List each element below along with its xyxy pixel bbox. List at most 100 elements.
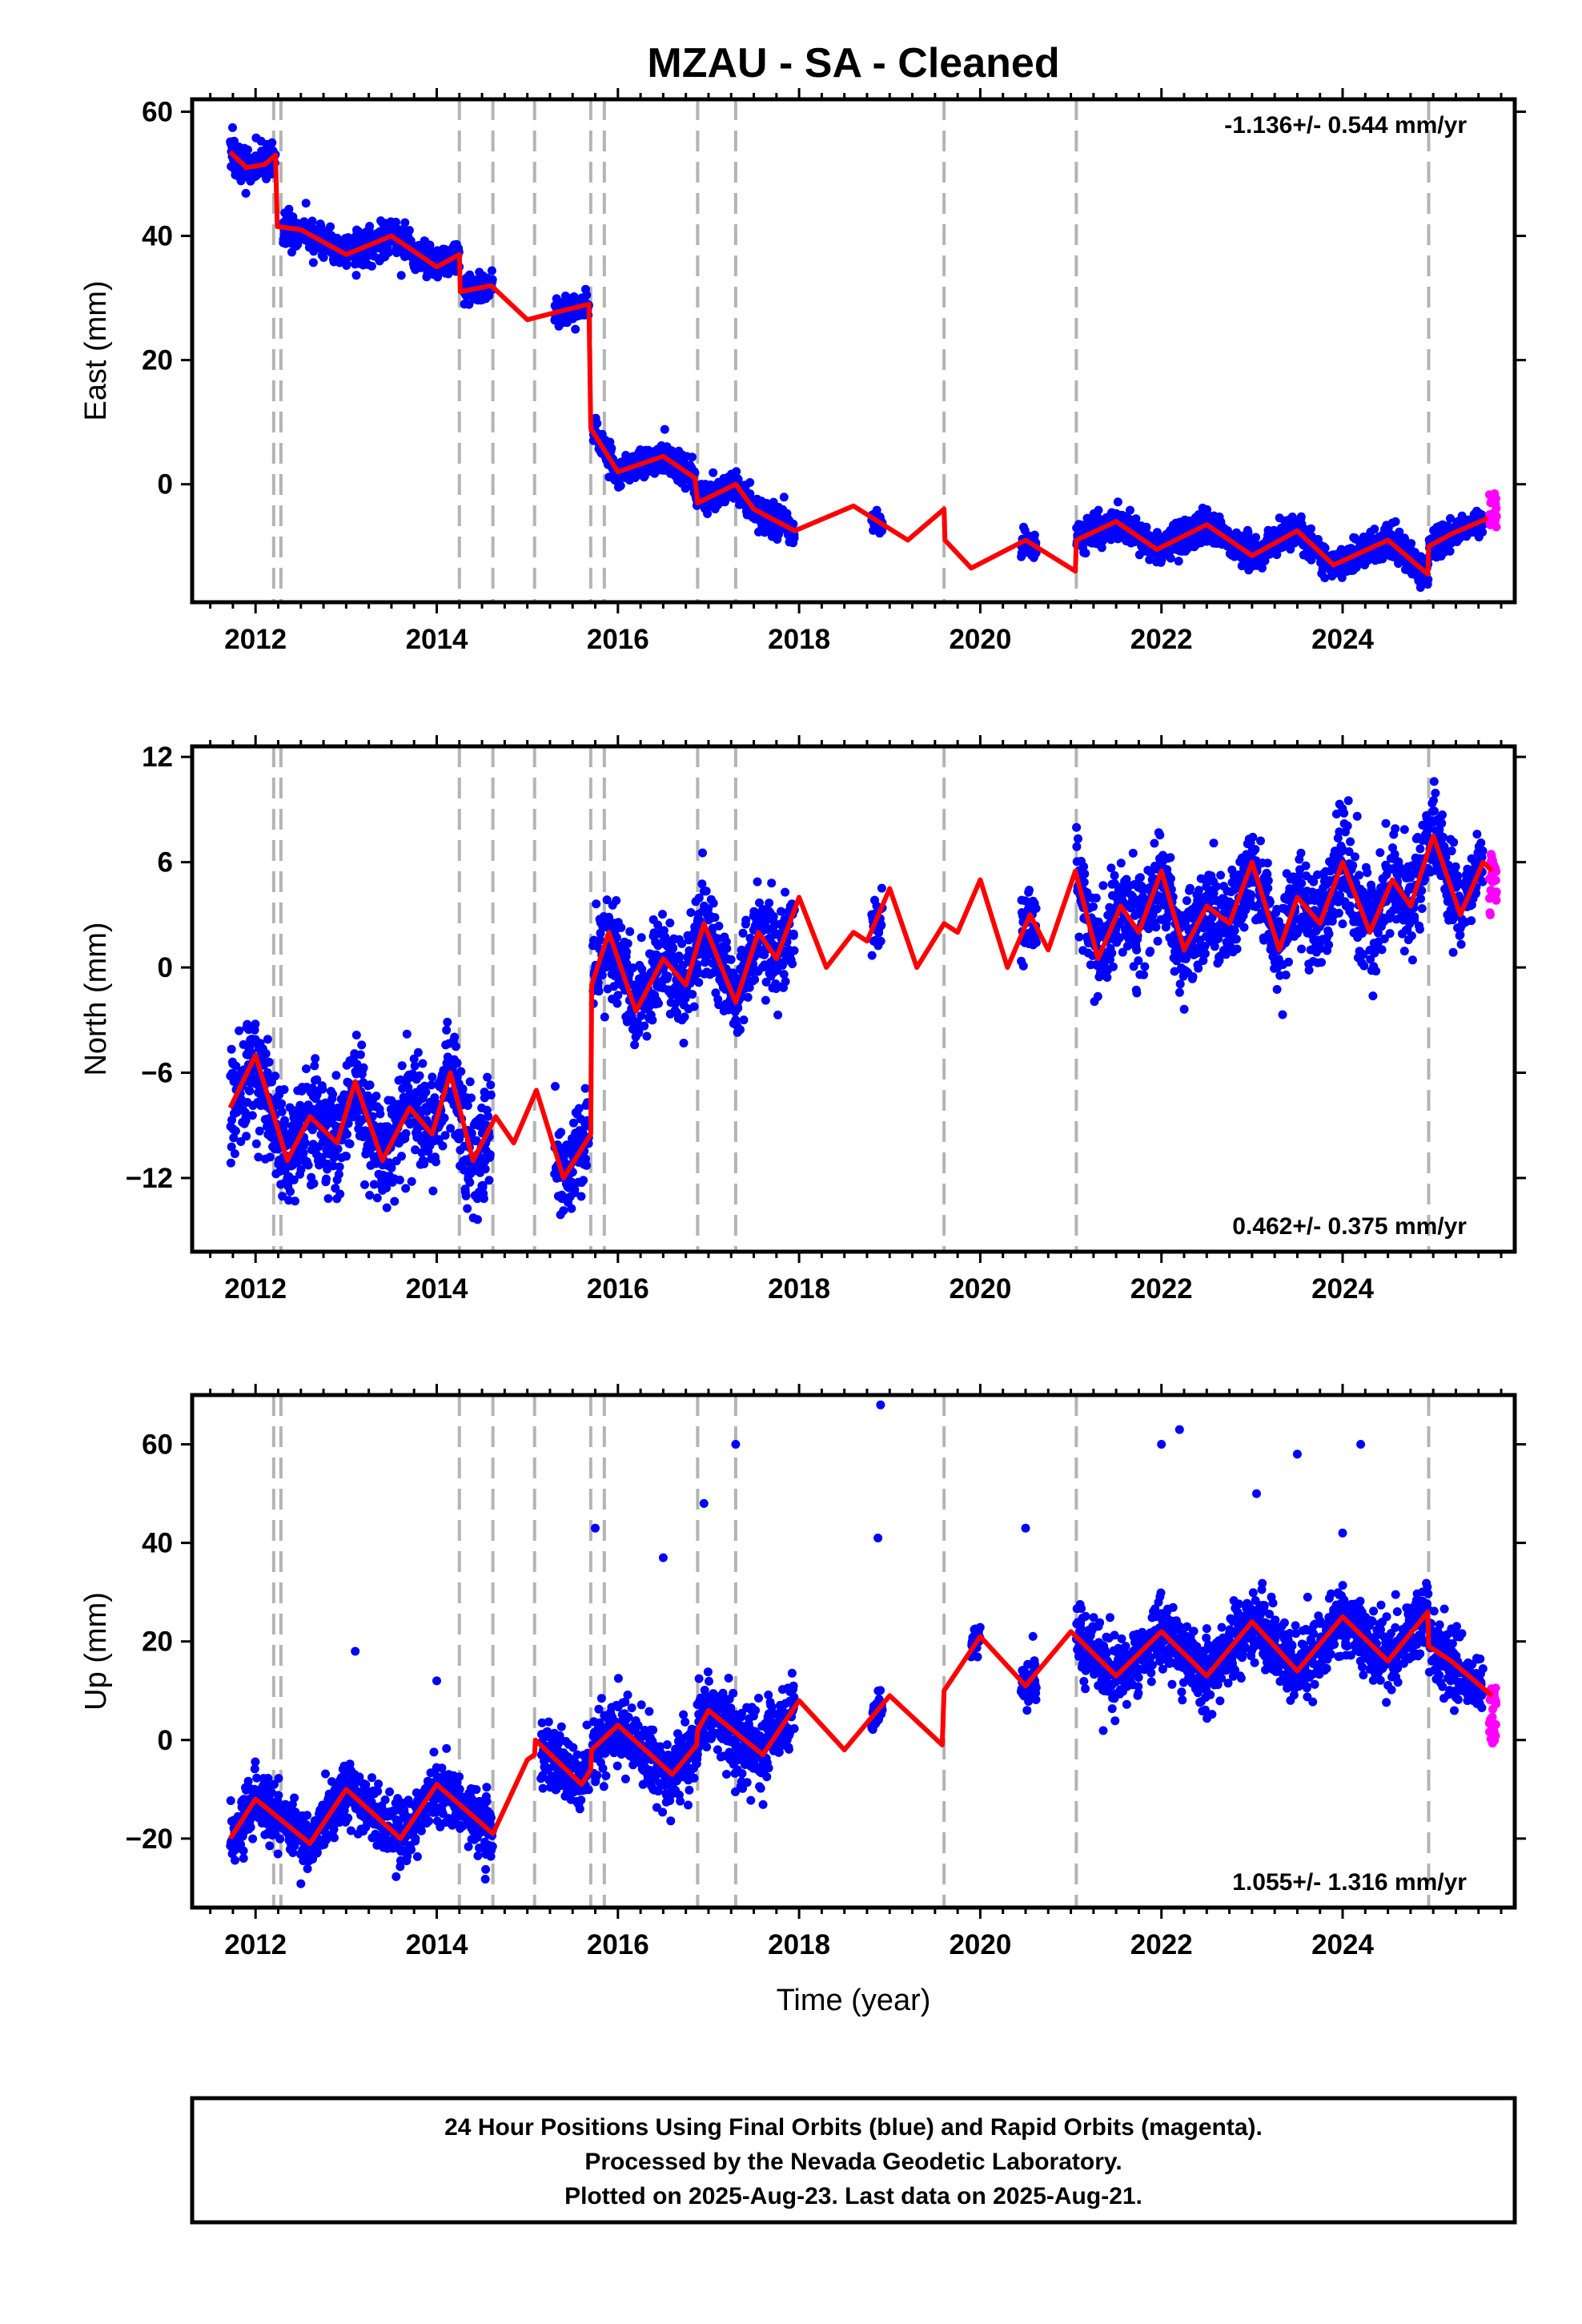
north-final-orbit-point	[296, 1165, 306, 1174]
east-final-orbit-point	[779, 493, 789, 502]
north-final-orbit-point	[402, 1029, 412, 1039]
north-final-orbit-point	[227, 1044, 236, 1054]
east-rapid-orbit-points	[1484, 489, 1501, 532]
east-final-orbit-point	[1258, 563, 1267, 573]
north-final-orbit-point	[697, 879, 707, 889]
north-final-orbit-point	[612, 999, 622, 1008]
east-final-orbit-point	[284, 204, 294, 214]
north-final-orbit-point	[593, 978, 603, 987]
north-final-orbit-point	[251, 1139, 261, 1148]
north-final-orbit-point	[277, 1099, 287, 1108]
east-plot-area	[226, 99, 1501, 602]
east-final-orbit-point	[681, 484, 690, 493]
north-final-orbit-point	[333, 1144, 343, 1153]
east-final-orbit-point	[1251, 533, 1261, 542]
north-final-orbit-point	[689, 1002, 699, 1011]
east-final-orbit-point	[1445, 546, 1455, 556]
east-final-orbit-point	[384, 247, 393, 257]
north-final-orbit-point	[452, 1059, 462, 1068]
north-final-orbit-point	[769, 923, 778, 932]
north-final-orbit-point	[254, 1152, 263, 1162]
east-final-orbit-point	[1272, 550, 1282, 560]
east-final-orbit-point	[1423, 575, 1433, 585]
east-final-orbit-point	[1337, 573, 1347, 582]
east-final-orbit-point	[326, 222, 335, 231]
north-final-orbit-point	[1032, 938, 1041, 947]
north-final-orbit-point	[387, 1163, 396, 1172]
north-final-orbit-point	[372, 1193, 382, 1203]
north-final-orbit-point	[451, 1042, 460, 1051]
north-final-orbit-point	[1080, 869, 1090, 879]
north-final-orbit-point	[279, 1085, 289, 1094]
east-final-orbit-point	[1166, 553, 1175, 563]
north-final-orbit-point	[755, 898, 764, 907]
east-final-orbit-point	[582, 290, 592, 300]
east-final-orbit-point	[1081, 549, 1090, 558]
east-y-tick-label: 0	[158, 469, 173, 501]
north-final-orbit-point	[342, 1152, 351, 1161]
north-final-orbit-point	[382, 1183, 391, 1192]
north-final-orbit-point	[322, 1174, 331, 1184]
east-final-orbit-point	[400, 218, 410, 227]
north-final-orbit-point	[556, 1128, 566, 1137]
north-final-orbit-point	[1091, 893, 1101, 903]
north-final-orbit-point	[458, 1084, 468, 1094]
north-final-orbit-point	[709, 899, 718, 908]
east-final-orbit-point	[1391, 517, 1400, 526]
north-final-orbit-points	[226, 777, 1488, 1224]
north-final-orbit-point	[1107, 948, 1117, 958]
north-final-orbit-point	[463, 1204, 472, 1213]
north-final-orbit-point	[616, 923, 626, 932]
north-final-orbit-point	[659, 926, 669, 935]
north-final-orbit-point	[401, 1184, 411, 1193]
north-final-orbit-point	[594, 987, 604, 996]
north-final-orbit-point	[280, 1116, 289, 1125]
north-final-orbit-point	[642, 1031, 652, 1041]
north-final-orbit-point	[1106, 863, 1116, 873]
east-final-orbit-point	[351, 271, 361, 280]
north-final-orbit-point	[726, 955, 736, 964]
north-final-orbit-point	[767, 879, 777, 888]
north-final-orbit-point	[484, 1176, 494, 1185]
north-final-orbit-point	[877, 883, 886, 893]
north-final-orbit-point	[264, 1057, 274, 1067]
north-final-orbit-point	[348, 1112, 358, 1122]
east-final-orbit-point	[607, 444, 616, 453]
north-final-orbit-point	[479, 1194, 488, 1204]
east-final-orbit-point	[1097, 543, 1106, 553]
north-final-orbit-point	[1072, 822, 1082, 832]
north-final-orbit-point	[653, 920, 663, 930]
north-final-orbit-point	[1108, 962, 1118, 971]
north-final-orbit-point	[788, 959, 797, 968]
north-final-orbit-point	[738, 928, 748, 938]
north-final-orbit-point	[251, 1019, 260, 1029]
east-final-orbit-point	[293, 239, 303, 249]
east-final-orbit-point	[487, 266, 496, 275]
east-final-orbit-points	[226, 123, 1488, 593]
north-plot-area	[226, 746, 1501, 1252]
north-final-orbit-point	[580, 1084, 590, 1093]
north-final-orbit-point	[450, 1032, 460, 1042]
north-final-orbit-point	[569, 1118, 578, 1128]
east-final-orbit-point	[660, 424, 669, 434]
north-final-orbit-point	[680, 1012, 689, 1022]
north-final-orbit-point	[579, 1176, 588, 1185]
north-final-orbit-point	[722, 943, 732, 953]
east-final-orbit-point	[1477, 510, 1487, 520]
north-final-orbit-point	[486, 1080, 496, 1090]
north-final-orbit-point	[442, 1025, 452, 1035]
north-final-orbit-point	[674, 951, 684, 961]
north-final-orbit-point	[360, 1180, 369, 1189]
east-x-tick-label: 2018	[768, 624, 830, 655]
east-final-orbit-point	[745, 478, 755, 487]
north-final-orbit-point	[247, 1111, 257, 1120]
east-final-orbit-point	[732, 467, 741, 476]
east-final-orbit-point	[488, 275, 497, 284]
north-final-orbit-point	[345, 1139, 355, 1148]
north-final-orbit-point	[271, 1072, 280, 1081]
north-final-orbit-point	[721, 937, 731, 947]
east-final-orbit-point	[396, 271, 406, 280]
north-final-orbit-point	[236, 1137, 246, 1146]
north-final-orbit-point	[484, 1112, 493, 1121]
east-final-orbit-point	[1320, 573, 1330, 583]
